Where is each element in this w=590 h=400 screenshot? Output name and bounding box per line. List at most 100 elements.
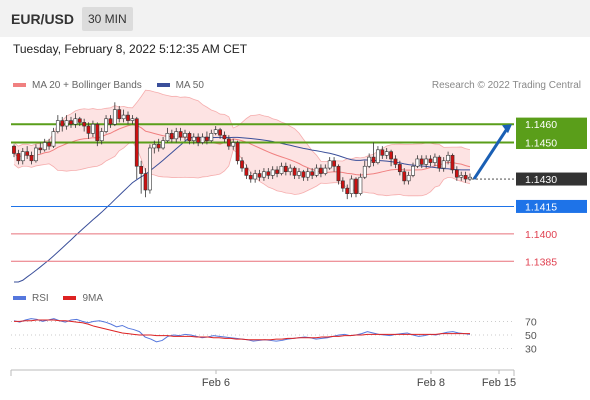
candle-body (121, 114, 126, 120)
candle-body (161, 140, 165, 149)
level-label-4: 1.1400 (525, 229, 557, 241)
candle-body (86, 125, 91, 134)
candle-body (60, 120, 65, 127)
candle-body (134, 118, 139, 167)
legend-rsi: RSI (13, 293, 49, 304)
candle-body (319, 167, 323, 174)
candle-body (433, 156, 437, 163)
candle-body (454, 169, 459, 178)
candle-body (288, 167, 293, 173)
resistance-label-block (516, 117, 587, 149)
candle-body (450, 154, 455, 171)
symbol-label: EUR/USD (11, 11, 75, 27)
candle-body (297, 171, 301, 176)
candle-body (279, 165, 284, 174)
rsi-line (13, 318, 471, 343)
candle-body (174, 131, 179, 140)
candle-body (64, 120, 69, 127)
candle-body (165, 133, 170, 141)
legend-rsi-ma-label: 9MA (82, 293, 104, 304)
timestamp: Tuesday, February 8, 2022 5:12:35 AM CET (13, 42, 248, 56)
candle-body (354, 178, 358, 194)
candle-body (283, 165, 288, 173)
candle-body (240, 160, 244, 169)
candle-body (108, 118, 113, 125)
level-label-1: 1.1450 (525, 138, 557, 150)
level-label-0: 1.1460 (525, 119, 557, 131)
candle-body (143, 173, 148, 191)
candle-body (196, 136, 201, 143)
candle-body (12, 145, 16, 154)
candle-body (34, 147, 38, 162)
rsi-tick-label: 70 (525, 316, 537, 328)
x-tick-label: Feb 15 (482, 377, 516, 389)
candle-body (73, 118, 78, 125)
candle-body (270, 169, 275, 176)
candle-body (29, 154, 34, 162)
ma50-swatch (156, 83, 170, 88)
ma20-line (13, 124, 471, 176)
candle-body (187, 133, 192, 141)
candle-body (402, 171, 407, 182)
candle-body (384, 151, 389, 156)
candle-body (112, 109, 117, 125)
legend-rsi-label: RSI (32, 293, 49, 304)
candle-body (275, 169, 279, 174)
candle-body (358, 176, 363, 194)
candle-body (117, 109, 122, 120)
timeframe-button[interactable]: 30 MIN (82, 7, 133, 31)
candle-body (310, 171, 315, 176)
rsi-swatch (13, 296, 26, 301)
candle-body (139, 165, 144, 174)
candle-body (38, 147, 43, 151)
candle-body (25, 151, 30, 156)
candle-body (148, 147, 152, 191)
candle-body (376, 149, 380, 163)
rsi-ma-swatch (63, 296, 77, 301)
candle-body (323, 167, 328, 174)
candle-body (226, 138, 231, 147)
candle-body (389, 151, 393, 160)
candle-body (468, 176, 472, 180)
candle-body (314, 167, 319, 176)
legend-ma50-label: MA 50 (175, 80, 204, 91)
candle-body (262, 171, 266, 178)
candle-body (235, 142, 240, 162)
level-label-bg-2 (516, 172, 587, 186)
candle-body (77, 118, 82, 123)
rsi-ma-line (14, 319, 470, 341)
candle-body (16, 153, 21, 162)
legend-bollinger-label: MA 20 + Bollinger Bands (32, 80, 142, 91)
candle-body (222, 134, 227, 140)
candle-body (169, 133, 174, 140)
candle-body (55, 120, 60, 132)
candle-body (345, 187, 350, 194)
candle-body (327, 160, 332, 169)
chart-header: EUR/USD 30 MIN (0, 0, 590, 37)
candle-body (253, 173, 258, 180)
candle-body (213, 129, 218, 134)
candle-body (51, 131, 56, 147)
candle-body (459, 175, 464, 178)
legend-ma50: MA 50 (156, 80, 204, 91)
candle-body (411, 165, 415, 176)
level-label-5: 1.1385 (525, 256, 557, 268)
level-label-bg-3 (516, 199, 587, 213)
forecast-arrow-shaft (472, 126, 510, 180)
candle-body (104, 118, 108, 132)
candle-body (367, 156, 372, 167)
bollinger-swatch (13, 83, 26, 88)
candle-body (156, 144, 161, 149)
level-label-2: 1.1430 (525, 174, 557, 186)
candle-body (393, 158, 398, 165)
candle-body (42, 142, 47, 151)
research-credit: Research © 2022 Trading Central (431, 80, 581, 91)
candle-body (231, 142, 236, 147)
candle-body (266, 171, 271, 176)
candle-body (218, 129, 222, 136)
candle-body (244, 167, 249, 176)
candle-body (191, 136, 196, 141)
candle-body (209, 133, 214, 141)
x-tick-label: Feb 8 (417, 377, 445, 389)
